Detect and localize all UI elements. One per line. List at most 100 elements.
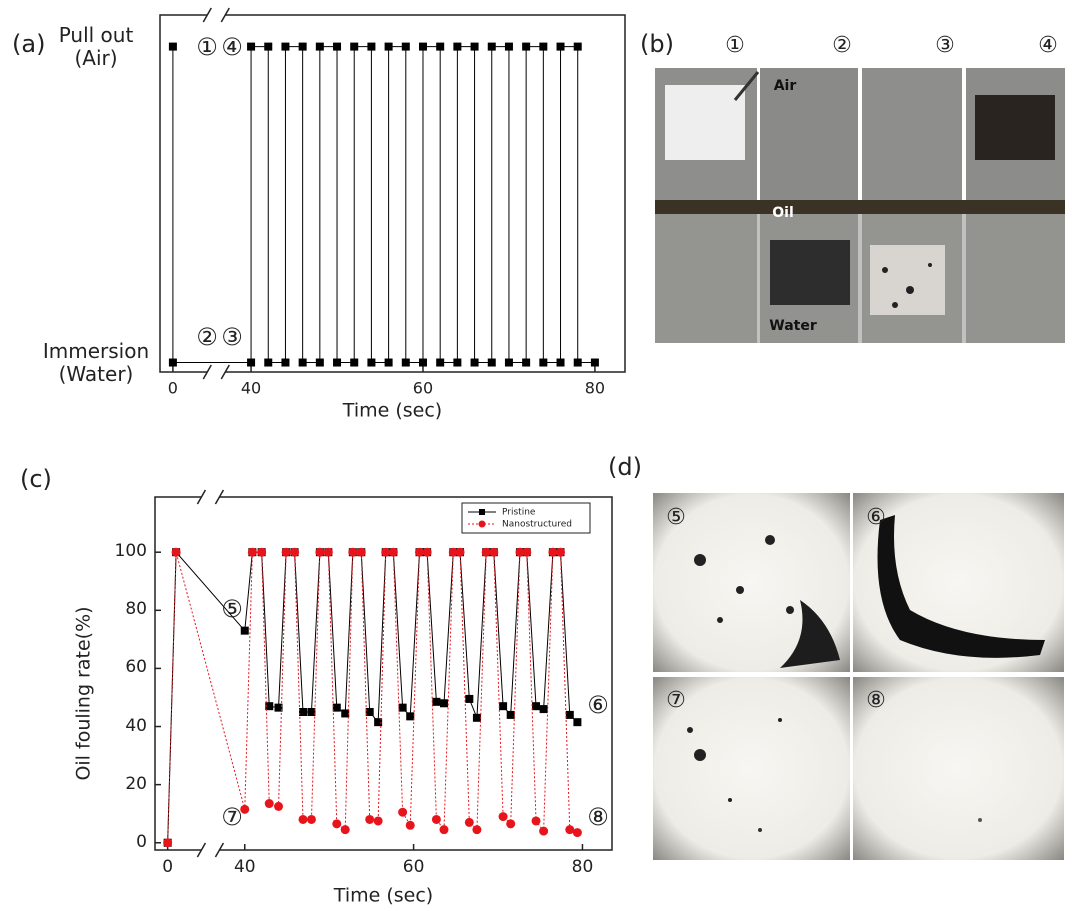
axis-break-mark — [220, 364, 230, 380]
data-point — [498, 812, 508, 822]
legend-marker — [479, 509, 485, 515]
data-point — [340, 825, 350, 835]
data-point — [332, 819, 342, 829]
data-point — [565, 710, 574, 719]
data-point — [439, 825, 449, 835]
x-tick-label: 60 — [403, 857, 425, 877]
y-tick-label: 80 — [125, 599, 147, 620]
axis-break-mark — [196, 489, 207, 505]
data-point — [384, 42, 393, 51]
photo-d — [653, 493, 1064, 860]
plot-frame — [154, 496, 613, 851]
axis-break-mark — [214, 489, 225, 505]
data-point — [323, 547, 333, 557]
x-tick-label: 60 — [413, 379, 433, 398]
axis-break-mark — [196, 842, 207, 858]
annotation: ④ — [221, 33, 243, 61]
annotation: ① — [196, 33, 218, 61]
data-point — [487, 358, 496, 367]
legend-label: Pristine — [502, 508, 536, 518]
axis-break-mark — [214, 842, 225, 858]
data-point — [384, 358, 393, 367]
data-point — [448, 547, 458, 557]
data-point — [274, 801, 284, 811]
data-point — [556, 358, 565, 367]
photo-number: ⑤ — [666, 505, 686, 530]
data-point — [506, 710, 515, 719]
data-point — [436, 358, 445, 367]
data-point — [548, 547, 558, 557]
x-tick-label: 80 — [585, 379, 605, 398]
data-point — [264, 42, 273, 51]
data-point — [265, 702, 274, 711]
x-tick-label: 40 — [241, 379, 261, 398]
data-point — [532, 702, 541, 711]
data-point — [573, 358, 582, 367]
annotation: ② — [196, 323, 218, 351]
data-point — [415, 547, 425, 557]
data-point — [332, 703, 341, 712]
data-point — [398, 703, 407, 712]
photo-number: ② — [832, 33, 852, 58]
data-point — [573, 42, 582, 51]
data-point — [556, 547, 566, 557]
data-point — [499, 702, 508, 711]
data-point — [350, 358, 359, 367]
x-tick-label: 0 — [168, 379, 178, 398]
y-tick-label: 60 — [125, 657, 147, 678]
annotation: ⑤ — [221, 595, 243, 623]
data-point — [556, 42, 565, 51]
data-point — [365, 814, 375, 824]
data-point — [240, 626, 249, 635]
legend-label: Nanostructured — [502, 520, 572, 530]
data-point — [565, 825, 575, 835]
data-point — [522, 358, 531, 367]
data-point — [539, 705, 548, 714]
series-line — [172, 46, 595, 364]
data-point — [573, 718, 582, 727]
axis-break — [207, 369, 226, 375]
data-point — [367, 42, 376, 51]
data-point — [281, 42, 290, 51]
data-point — [436, 42, 445, 51]
y-tick-label: Pull out (Air) — [58, 22, 134, 70]
data-point — [398, 807, 408, 817]
annotation: ⑥ — [587, 691, 609, 719]
data-point — [406, 712, 415, 721]
data-point — [247, 547, 257, 557]
photo-text: Oil — [772, 205, 794, 221]
data-point — [298, 42, 307, 51]
data-point — [539, 826, 549, 836]
data-point — [373, 816, 383, 826]
data-point — [522, 42, 531, 51]
data-point — [455, 547, 465, 557]
axis-break-mark — [202, 364, 212, 380]
x-axis-label: Time (sec) — [342, 400, 442, 422]
data-point — [531, 816, 541, 826]
x-tick-label: 0 — [162, 857, 173, 877]
data-point — [465, 694, 474, 703]
panel-label: (b) — [640, 30, 674, 58]
data-point — [274, 703, 283, 712]
y-axis-label: Oil fouling rate(%) — [73, 606, 95, 780]
axis-break — [201, 494, 220, 500]
photo-text: Water — [769, 318, 817, 334]
photo-b — [655, 68, 1065, 343]
data-point — [264, 799, 274, 809]
annotation: ③ — [221, 323, 243, 351]
data-point — [539, 42, 548, 51]
photo-text: Air — [774, 78, 797, 94]
data-point — [572, 828, 582, 838]
data-point — [405, 820, 415, 830]
y-tick-label: 40 — [125, 715, 147, 736]
data-point — [298, 358, 307, 367]
data-point — [365, 707, 374, 716]
axis-break — [207, 12, 226, 18]
data-point — [381, 547, 391, 557]
data-point — [240, 804, 250, 814]
data-point — [168, 358, 177, 367]
data-point — [367, 358, 376, 367]
data-point — [401, 42, 410, 51]
